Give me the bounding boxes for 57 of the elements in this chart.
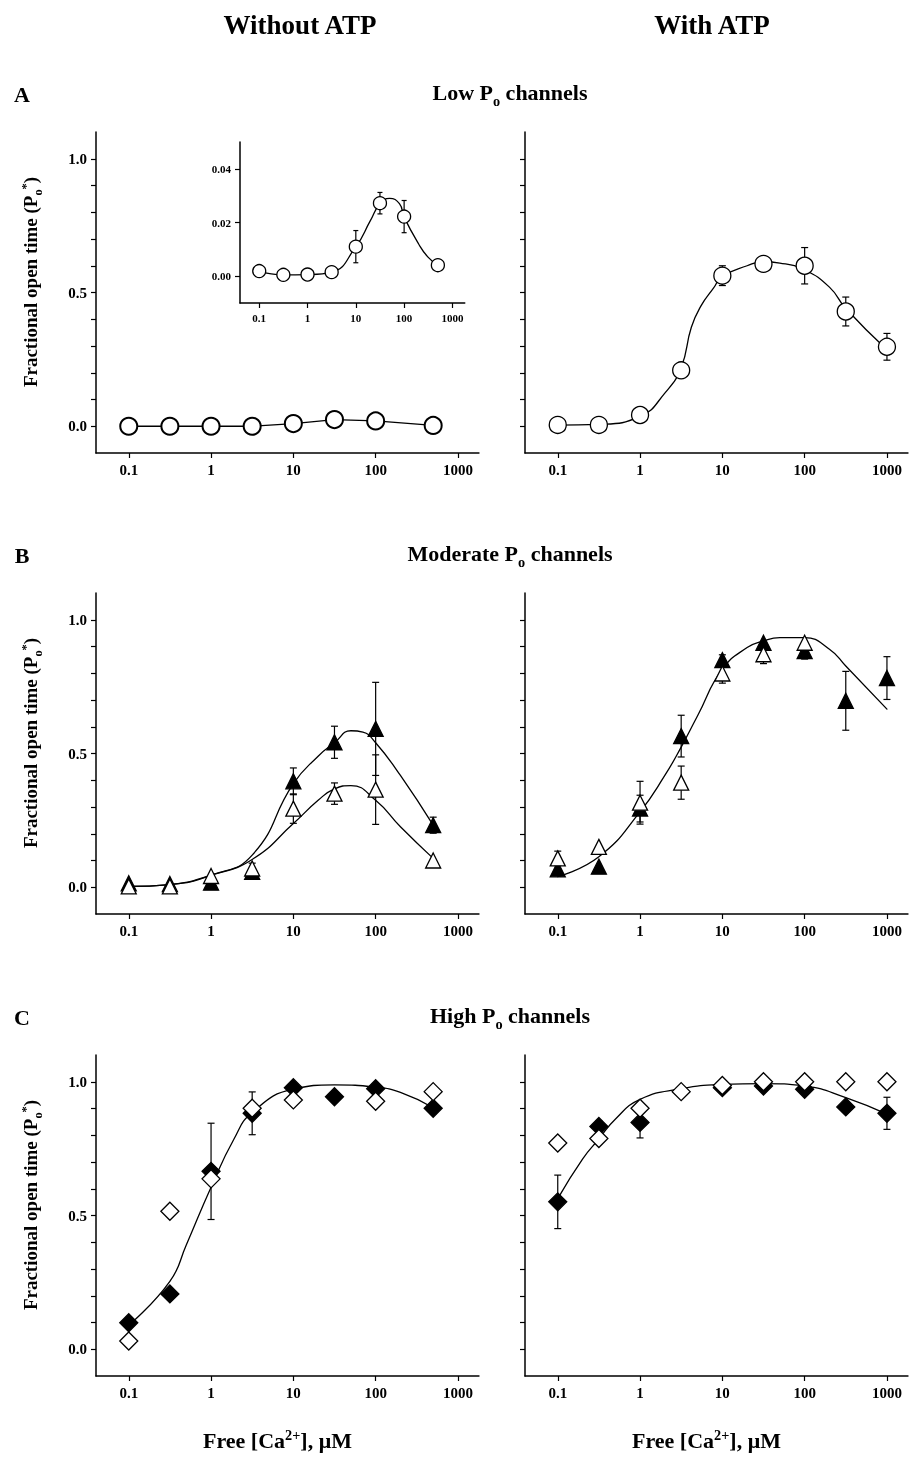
- chart-subtitle: Without ATP: [223, 9, 377, 40]
- y-tick-label: 0.5: [68, 745, 87, 762]
- x-axis-title: Free [Ca$^{2+}$], μM: [632, 1426, 781, 1454]
- chart-title: High P$_{o}$ channels: [430, 1003, 590, 1032]
- x-tick-label: 100: [364, 1384, 387, 1401]
- x-tick-label: 1: [207, 1384, 215, 1401]
- x-tick-label: 10: [350, 311, 362, 324]
- chart-title: Moderate P$_{o}$ channels: [407, 541, 613, 570]
- x-tick-label: 10: [714, 1384, 730, 1401]
- y-tick-label: 0.02: [211, 216, 232, 229]
- x-tick-label: 1000: [441, 311, 464, 324]
- x-tick-label: 1: [304, 311, 311, 324]
- x-tick-label: 0.1: [119, 461, 139, 478]
- x-tick-label: 1000: [871, 1384, 902, 1401]
- chart-title: Low P$_{o}$ channels: [432, 80, 588, 109]
- x-tick-label: 0.1: [119, 1384, 139, 1401]
- x-tick-label: 0.1: [548, 1384, 568, 1401]
- x-tick-label: 100: [395, 311, 413, 324]
- x-tick-label: 10: [285, 922, 301, 939]
- chart-subtitle: With ATP: [654, 9, 770, 40]
- y-tick-label: 0.0: [68, 418, 87, 435]
- y-tick-label: 0.0: [68, 1341, 87, 1358]
- x-tick-label: 1: [207, 922, 215, 939]
- x-tick-label: 1000: [871, 461, 902, 478]
- y-tick-label: 0.5: [68, 284, 87, 301]
- x-tick-label: 1: [207, 461, 215, 478]
- x-tick-label: 0.1: [548, 922, 568, 939]
- y-tick-label: 1.0: [68, 1073, 87, 1090]
- x-tick-label: 0.1: [548, 461, 568, 478]
- y-tick-label: 0.5: [68, 1207, 87, 1224]
- x-tick-label: 1: [636, 1384, 644, 1401]
- x-tick-label: 100: [793, 1384, 816, 1401]
- x-tick-label: 10: [285, 461, 301, 478]
- y-tick-label: 0.04: [211, 162, 232, 175]
- x-tick-label: 100: [793, 461, 816, 478]
- y-tick-label: 1.0: [68, 611, 87, 628]
- x-tick-label: 10: [285, 1384, 301, 1401]
- x-tick-label: 1000: [442, 1384, 473, 1401]
- y-tick-label: 1.0: [68, 150, 87, 167]
- y-tick-label: 0.00: [211, 270, 232, 283]
- x-tick-label: 1000: [871, 922, 902, 939]
- x-tick-label: 100: [364, 922, 387, 939]
- x-tick-label: 0.1: [252, 311, 267, 324]
- x-tick-label: 1000: [442, 922, 473, 939]
- x-tick-label: 100: [364, 461, 387, 478]
- x-tick-label: 1: [636, 461, 644, 478]
- x-tick-label: 10: [714, 922, 730, 939]
- x-axis-title: Free [Ca$^{2+}$], μM: [203, 1426, 352, 1454]
- text: C: [14, 1005, 30, 1030]
- text: A: [14, 82, 30, 107]
- x-tick-label: 1: [636, 922, 644, 939]
- text: B: [14, 543, 30, 568]
- x-tick-label: 1000: [442, 461, 473, 478]
- x-tick-label: 0.1: [119, 922, 139, 939]
- x-tick-label: 100: [793, 922, 816, 939]
- y-tick-label: 0.0: [68, 879, 87, 896]
- x-tick-label: 10: [714, 461, 730, 478]
